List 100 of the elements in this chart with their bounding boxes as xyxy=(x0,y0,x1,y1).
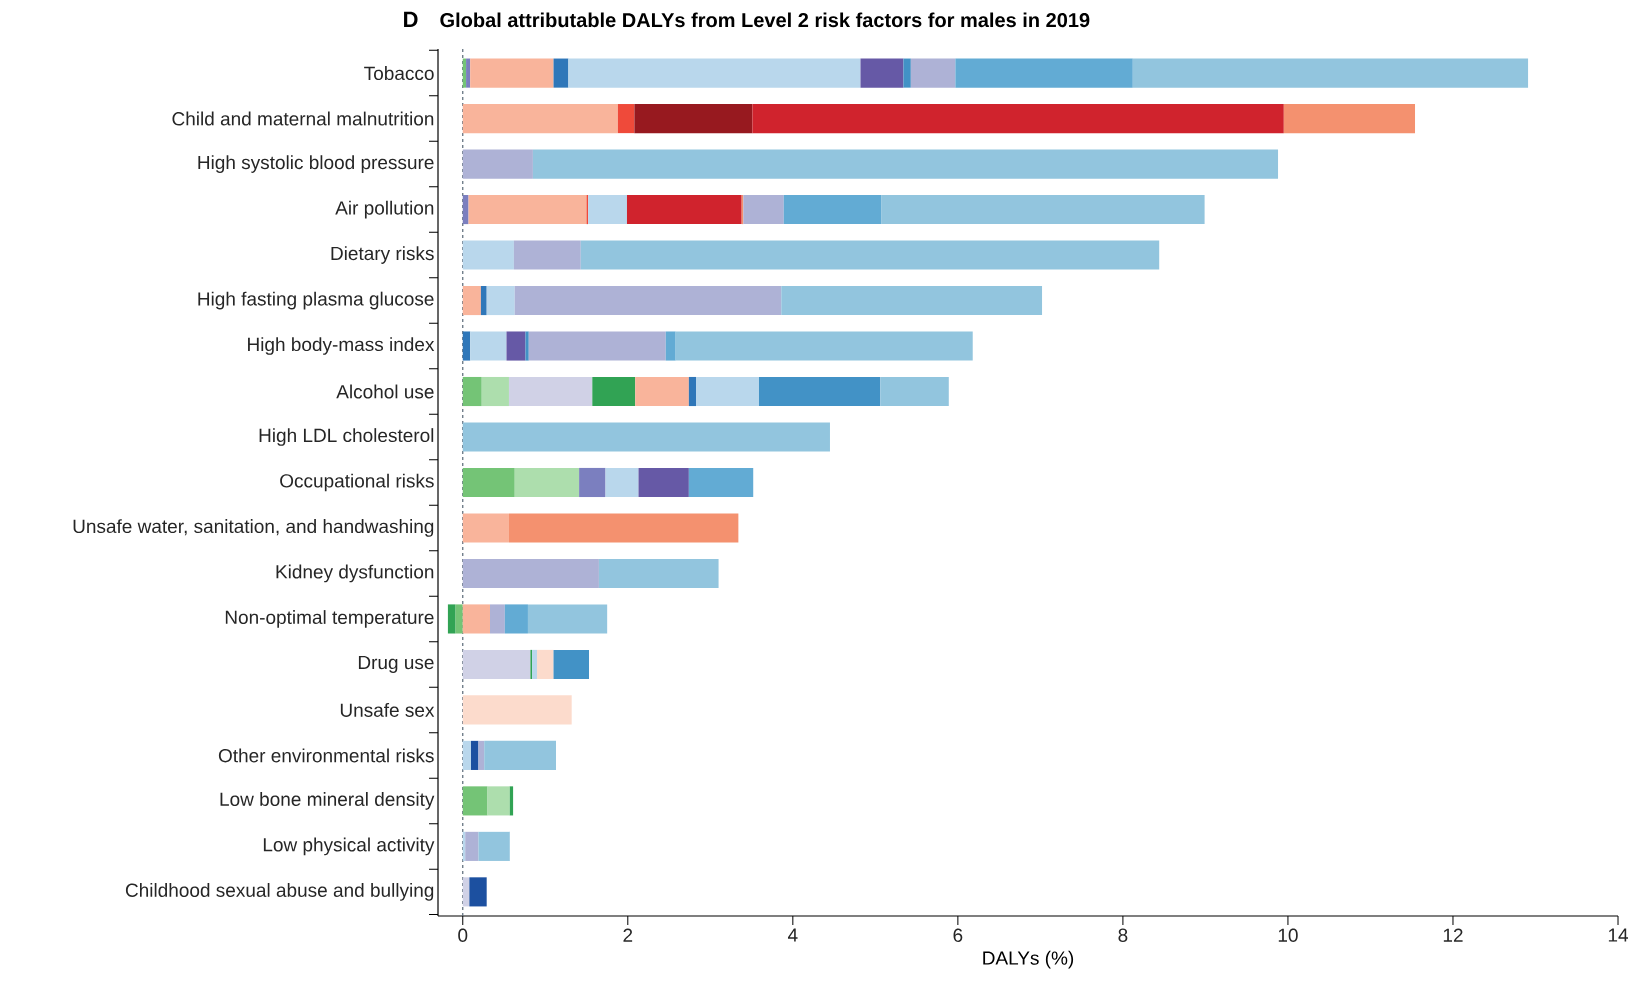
y-tick-label: Low bone mineral density xyxy=(220,792,435,810)
bar xyxy=(579,467,606,498)
bar xyxy=(605,467,639,498)
bar xyxy=(903,58,911,88)
bar xyxy=(455,604,463,634)
bar xyxy=(696,376,759,407)
y-tick-label: High fasting plasma glucose xyxy=(198,291,434,310)
bar xyxy=(881,195,1205,225)
x-tick-label: 4 xyxy=(787,928,798,942)
bar xyxy=(513,240,581,270)
bar xyxy=(860,58,904,88)
bar xyxy=(469,877,487,907)
bar xyxy=(508,513,739,543)
bar xyxy=(470,331,507,361)
bar xyxy=(508,376,593,407)
y-tick-label: High body-mass index xyxy=(248,337,435,355)
bar xyxy=(462,285,481,316)
bar xyxy=(462,695,572,725)
bar xyxy=(462,877,470,907)
bar xyxy=(528,331,666,361)
x-tick-label: 8 xyxy=(1118,928,1128,942)
bar xyxy=(665,331,676,361)
y-tick-label: Child and maternal malnutrition xyxy=(172,111,434,126)
bar xyxy=(514,285,782,316)
x-tick-label: 12 xyxy=(1443,928,1463,942)
bar xyxy=(617,104,635,134)
bar xyxy=(580,240,1160,270)
bar xyxy=(487,786,510,816)
bar xyxy=(759,376,881,407)
bar xyxy=(486,285,515,316)
bar xyxy=(462,195,469,225)
y-tick-label: Alcohol use xyxy=(336,384,434,399)
bar xyxy=(688,376,697,407)
bar xyxy=(634,104,753,134)
bar xyxy=(462,422,830,452)
bar xyxy=(462,467,515,498)
bar xyxy=(468,195,587,225)
bar xyxy=(675,331,973,361)
y-tick-label: High systolic blood pressure xyxy=(198,155,434,173)
bar xyxy=(1283,104,1416,134)
bar xyxy=(752,104,1284,134)
bar xyxy=(470,58,554,88)
x-axis-title: DALYs (%) xyxy=(983,950,1074,969)
bar xyxy=(506,331,526,361)
bar xyxy=(462,58,467,88)
bar xyxy=(532,149,1279,179)
bar xyxy=(635,376,689,407)
bar xyxy=(532,649,538,679)
y-tick-label: Unsafe sex xyxy=(340,702,435,717)
bar xyxy=(504,604,528,634)
x-tick-label: 14 xyxy=(1608,928,1629,942)
y-tick-label: Dietary risks xyxy=(331,246,434,264)
y-tick-label: Occupational risks xyxy=(280,473,434,492)
chart-title: Global attributable DALYs from Level 2 risk factors for males in 2019 xyxy=(440,12,1090,28)
bar xyxy=(568,58,861,88)
bar xyxy=(462,240,514,270)
bar xyxy=(553,649,590,679)
bar xyxy=(588,195,627,225)
bar xyxy=(592,376,636,407)
bar xyxy=(537,649,554,679)
bar xyxy=(553,58,569,88)
bar xyxy=(484,740,557,770)
bar xyxy=(783,195,882,225)
y-tick-label: Tobacco xyxy=(364,66,434,81)
bar xyxy=(462,104,618,134)
y-tick-label: Drug use xyxy=(358,655,434,673)
y-tick-label: Childhood sexual abuse and bullying xyxy=(125,883,434,901)
bar xyxy=(462,558,599,589)
bar xyxy=(462,740,472,770)
y-tick-label: High LDL cholesterol xyxy=(259,428,434,446)
x-tick-label: 6 xyxy=(953,928,963,942)
y-tick-label: Other environmental risks xyxy=(218,748,434,763)
y-tick-label: Unsafe water, sanitation, and handwashing xyxy=(73,519,434,537)
bar xyxy=(880,376,949,407)
bar xyxy=(462,513,509,543)
x-tick-label: 2 xyxy=(623,928,633,942)
y-tick-label: Non-optimal temperature xyxy=(225,610,434,628)
bar xyxy=(955,58,1133,88)
y-tick-label: Kidney dysfunction xyxy=(276,564,434,583)
bar xyxy=(509,786,514,816)
y-tick-label: Low physical activity xyxy=(263,837,435,856)
bar xyxy=(527,604,608,634)
bar xyxy=(447,604,456,634)
bar xyxy=(1132,58,1529,88)
bar xyxy=(466,58,471,88)
bar xyxy=(743,195,784,225)
text: D xyxy=(404,11,418,27)
bar xyxy=(598,558,719,589)
x-tick-label: 0 xyxy=(458,928,468,942)
bar xyxy=(478,831,510,861)
bar xyxy=(462,149,533,179)
bar xyxy=(525,331,529,361)
bar xyxy=(465,831,479,861)
bar xyxy=(462,786,488,816)
bar xyxy=(910,58,956,88)
bar xyxy=(480,285,487,316)
bar xyxy=(481,376,509,407)
bar xyxy=(462,649,531,679)
bar xyxy=(489,604,505,634)
bar xyxy=(688,467,754,498)
